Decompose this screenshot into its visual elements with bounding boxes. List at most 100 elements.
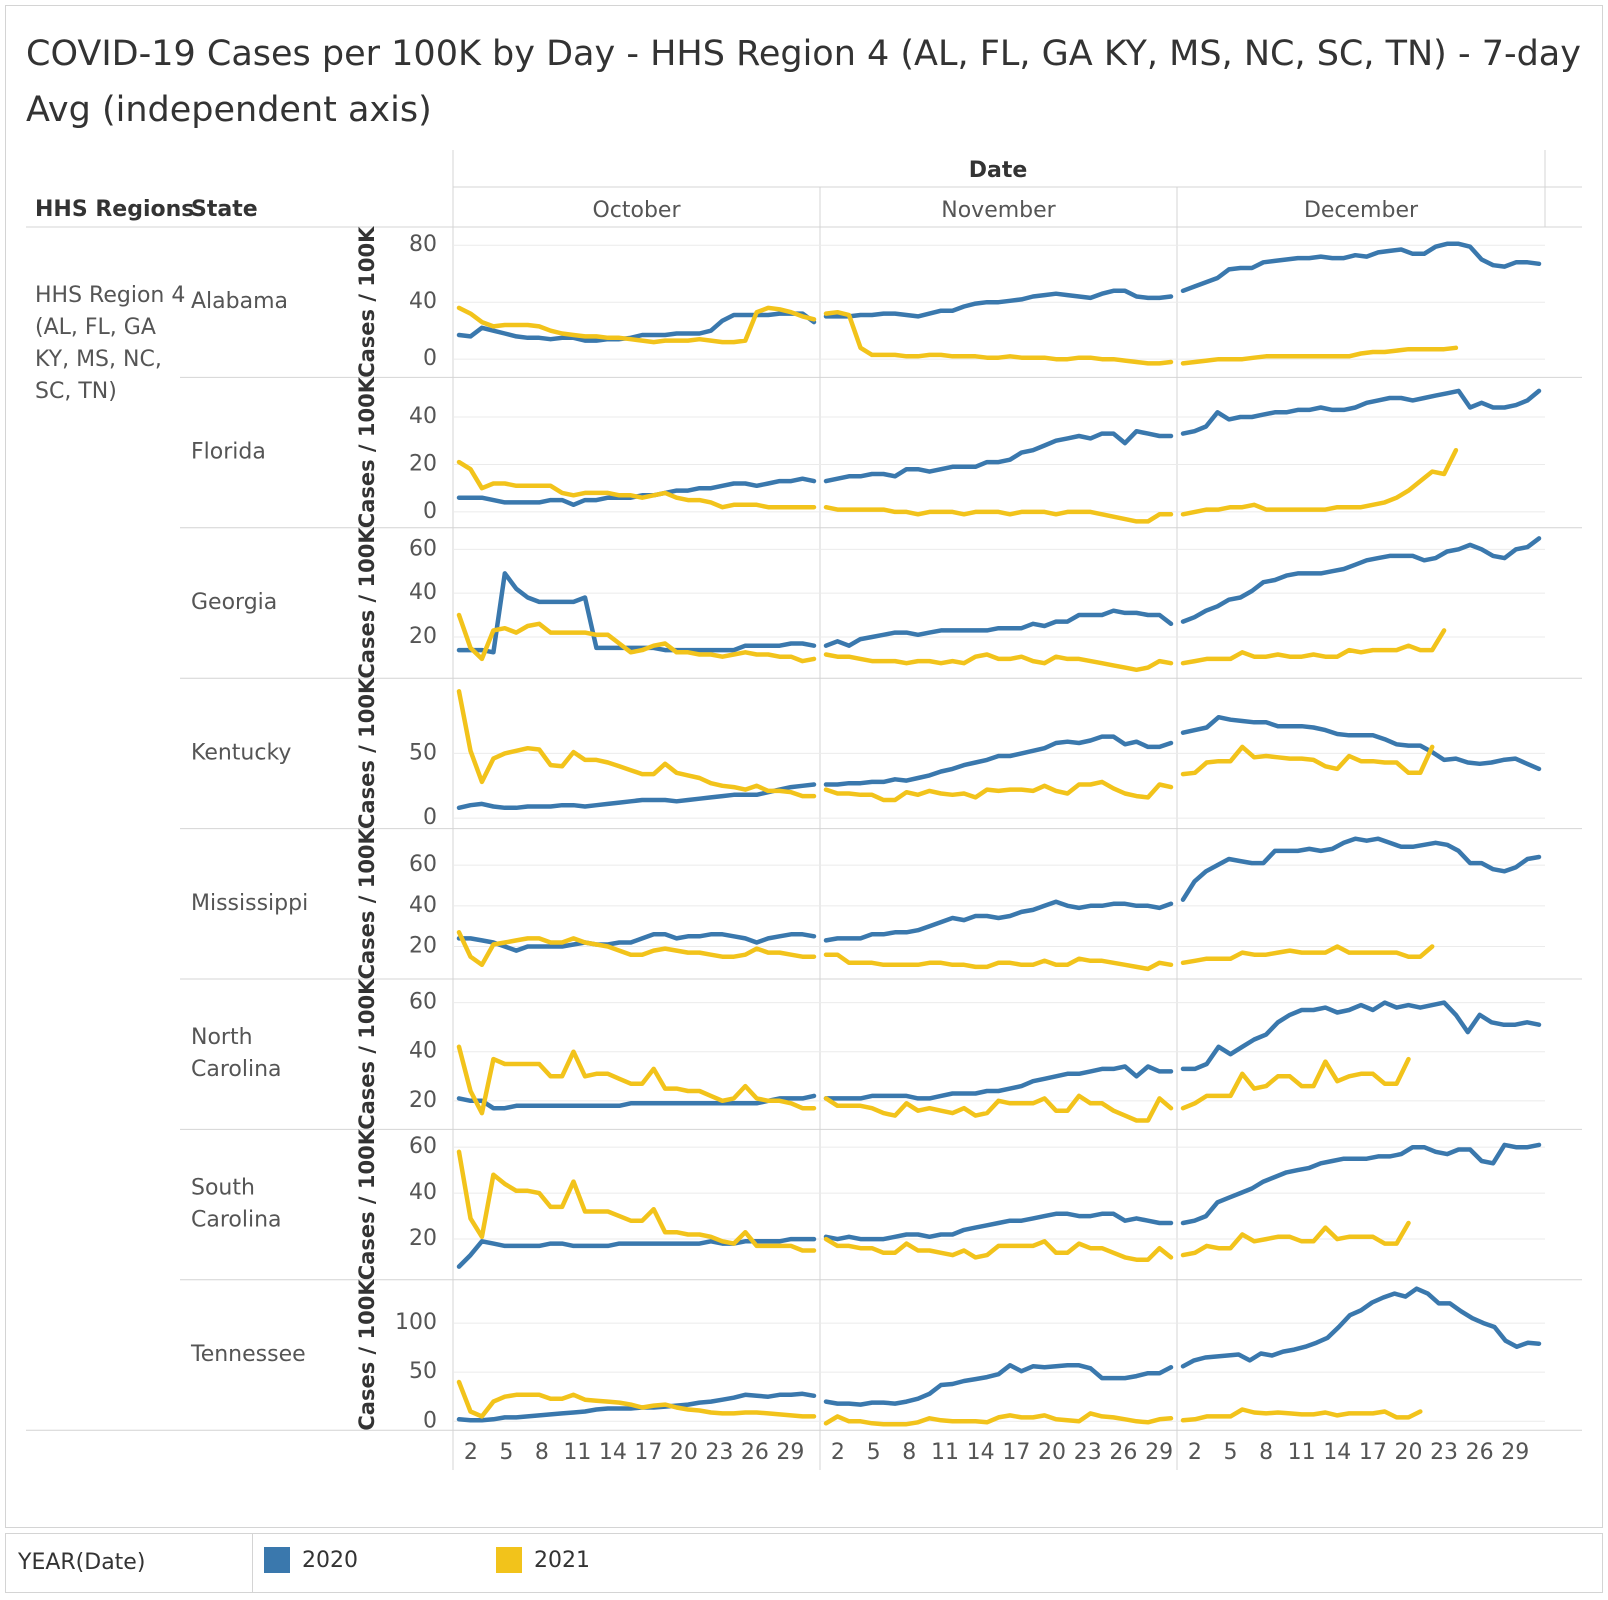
series-line-kentucky-2021-november: [823, 779, 1174, 803]
y-tick-alabama-40: 40: [409, 289, 437, 314]
series-line-florida-2020-december: [1180, 388, 1542, 436]
state-label-georgia: Georgia: [191, 590, 277, 615]
series-line-tennessee-2020-november: [823, 1363, 1174, 1407]
x-tick-november-23: 23: [1074, 1440, 1102, 1465]
series-line-south-carolina-2021-november: [823, 1236, 1174, 1262]
series-line-tennessee-2021-october: [456, 1379, 817, 1419]
y-tick-georgia-20: 20: [409, 624, 437, 649]
x-tick-october-5: 5: [499, 1440, 513, 1465]
series-line-alabama-2021-october: [456, 305, 817, 345]
region-label-line: HHS Region 4: [35, 283, 185, 308]
region-label-line: KY, MS, NC,: [35, 347, 162, 372]
x-tick-november-20: 20: [1038, 1440, 1066, 1465]
y-axis-label-florida: Cases / 100K: [355, 376, 379, 528]
series-line-mississippi-2021-november: [823, 952, 1174, 972]
series-line-alabama-2021-november: [823, 309, 1174, 366]
y-axis-label-south-carolina: Cases / 100K: [355, 1128, 379, 1280]
x-tick-october-17: 17: [634, 1440, 662, 1465]
series-line-alabama-2020-december: [1180, 241, 1542, 294]
series-line-tennessee-2021-december: [1180, 1407, 1423, 1423]
x-tick-november-17: 17: [1002, 1440, 1030, 1465]
y-tick-south-carolina-40: 40: [409, 1180, 437, 1205]
legend-label-2020: 2020: [302, 1548, 358, 1573]
state-label-line: South: [191, 1176, 255, 1201]
region-label: HHS Region 4 (AL, FL, GA KY, MS, NC, SC, TN…: [35, 283, 185, 404]
x-tick-october-23: 23: [705, 1440, 733, 1465]
x-tick-november-11: 11: [931, 1440, 959, 1465]
y-tick-florida-0: 0: [423, 499, 437, 524]
chart-title: COVID-19 Cases per 100K by Day - HHS Reg…: [26, 34, 1581, 130]
series-line-south-carolina-2020-october: [456, 1236, 817, 1269]
row-header-hhs-regions: HHS Regions: [35, 197, 194, 222]
x-tick-december-26: 26: [1466, 1440, 1494, 1465]
y-axis-label-mississippi: Cases / 100K: [355, 827, 379, 979]
series-line-kentucky-2020-october: [456, 782, 817, 811]
x-tick-december-5: 5: [1223, 1440, 1237, 1465]
series-line-north-carolina-2021-november: [823, 1093, 1174, 1123]
series-line-florida-2020-november: [823, 428, 1174, 484]
series-line-south-carolina-2020-november: [823, 1211, 1174, 1242]
month-header-december: December: [1304, 198, 1419, 223]
series-line-georgia-2020-november: [823, 608, 1174, 648]
y-tick-alabama-0: 0: [423, 346, 437, 371]
series-line-kentucky-2020-november: [823, 734, 1174, 787]
date-column-header: Date: [969, 158, 1028, 183]
x-tick-november-26: 26: [1109, 1440, 1137, 1465]
series-line-florida-2021-november: [823, 504, 1174, 524]
y-tick-kentucky-50: 50: [409, 740, 437, 765]
series-line-north-carolina-2020-november: [823, 1064, 1174, 1101]
series-line-georgia-2021-december: [1180, 628, 1447, 666]
y-tick-tennessee-50: 50: [409, 1359, 437, 1384]
legend-title: YEAR(Date): [18, 1550, 146, 1575]
series-line-mississippi-2020-october: [456, 932, 817, 953]
series-line-south-carolina-2021-october: [456, 1149, 817, 1253]
y-tick-georgia-60: 60: [409, 536, 437, 561]
x-tick-november-29: 29: [1145, 1440, 1173, 1465]
state-label-florida: Florida: [191, 440, 266, 465]
legend-swatch-2020: [264, 1547, 290, 1573]
region-label-line: (AL, FL, GA: [35, 315, 156, 340]
x-tick-november-14: 14: [967, 1440, 995, 1465]
y-tick-tennessee-0: 0: [423, 1408, 437, 1433]
y-tick-alabama-80: 80: [409, 232, 437, 257]
series-line-north-carolina-2020-october: [456, 1093, 817, 1111]
y-tick-mississippi-40: 40: [409, 893, 437, 918]
y-axis-label-kentucky: Cases / 100K: [355, 677, 379, 829]
y-tick-mississippi-60: 60: [409, 852, 437, 877]
region-label-line: SC, TN): [35, 379, 117, 404]
series-line-alabama-2020-november: [823, 288, 1174, 319]
y-tick-kentucky-0: 0: [423, 805, 437, 830]
y-axis-label-north-carolina: Cases / 100K: [355, 978, 379, 1130]
state-label-line: Tennessee: [190, 1342, 306, 1367]
series-line-north-carolina-2021-december: [1180, 1056, 1411, 1111]
x-tick-october-2: 2: [464, 1440, 478, 1465]
series-line-south-carolina-2021-december: [1180, 1220, 1411, 1258]
x-tick-december-14: 14: [1323, 1440, 1351, 1465]
x-tick-october-26: 26: [741, 1440, 769, 1465]
x-tick-november-5: 5: [867, 1440, 881, 1465]
series-line-kentucky-2020-december: [1180, 714, 1542, 772]
series-line-georgia-2021-november: [823, 652, 1174, 673]
series-line-georgia-2020-october: [456, 571, 817, 655]
x-tick-october-20: 20: [670, 1440, 698, 1465]
x-tick-october-8: 8: [535, 1440, 549, 1465]
y-tick-florida-20: 20: [409, 451, 437, 476]
state-label-alabama: Alabama: [191, 289, 288, 314]
series-line-tennessee-2020-december: [1180, 1286, 1542, 1369]
series-line-south-carolina-2020-december: [1180, 1142, 1542, 1226]
series-line-kentucky-2021-december: [1180, 744, 1435, 777]
state-label-line: Carolina: [191, 1208, 282, 1233]
y-tick-south-carolina-20: 20: [409, 1226, 437, 1251]
series-line-mississippi-2020-december: [1180, 836, 1542, 902]
x-tick-november-2: 2: [831, 1440, 845, 1465]
series-line-georgia-2021-october: [456, 612, 817, 664]
series-line-florida-2021-october: [456, 459, 817, 510]
month-header-november: November: [941, 198, 1056, 223]
state-label-line: Alabama: [191, 289, 288, 314]
state-label-line: Florida: [191, 440, 266, 465]
series-line-alabama-2021-december: [1180, 345, 1459, 366]
state-label-line: Georgia: [191, 590, 277, 615]
series-line-georgia-2020-december: [1180, 536, 1542, 624]
month-header-october: October: [592, 198, 681, 223]
x-tick-december-2: 2: [1188, 1440, 1202, 1465]
